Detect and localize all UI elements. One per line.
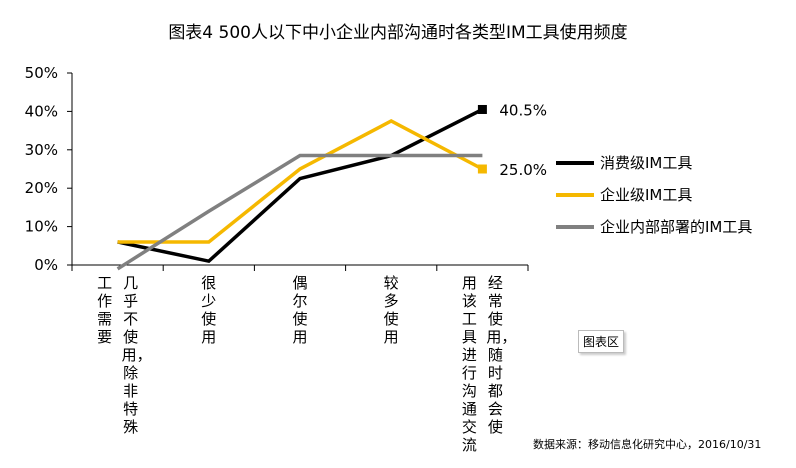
series-line-2: [116, 153, 483, 271]
series-line-0: [117, 107, 484, 264]
x-category-label: 经常使用，随时都会使: [486, 274, 517, 436]
legend-swatch-consumer-im: [556, 161, 594, 165]
series-line-1: [117, 119, 484, 244]
y-tick-label: 10%: [25, 218, 58, 236]
x-category-label: 较多使用: [383, 274, 399, 346]
y-tick-label: 20%: [25, 179, 58, 197]
legend-swatch-onprem-im: [556, 225, 594, 229]
legend-label-enterprise-im: 企业级IM工具: [600, 186, 693, 204]
data-source-note: 数据来源：移动信息化研究中心，2016/10/31: [533, 438, 762, 451]
legend-label-consumer-im: 消费级IM工具: [600, 154, 693, 172]
series-end-marker-1: [477, 164, 487, 174]
y-tick-label: 30%: [25, 141, 58, 159]
y-tick-label: 0%: [34, 256, 58, 274]
x-category-label: 几乎不使用，除非特殊: [121, 274, 152, 436]
x-category-label: 很少使用: [201, 274, 217, 346]
legend-label-onprem-im: 企业内部部署的IM工具: [600, 218, 753, 236]
chart-area-badge[interactable]: 图表区: [578, 330, 625, 353]
series-end-label-1: 25.0%: [499, 161, 547, 179]
y-tick-label: 50%: [25, 64, 58, 82]
x-category-label: 偶尔使用: [292, 274, 308, 346]
x-category-label: 用该工具进行沟通交流: [461, 274, 477, 454]
series-end-marker-0: [477, 104, 487, 114]
x-category-label: 工作需要: [97, 274, 113, 346]
legend-swatch-enterprise-im: [556, 193, 594, 197]
series-end-label-0: 40.5%: [499, 101, 547, 119]
y-tick-label: 40%: [25, 102, 58, 120]
chart-title: 图表4 500人以下中小企业内部沟通时各类型IM工具使用频度: [168, 23, 628, 43]
